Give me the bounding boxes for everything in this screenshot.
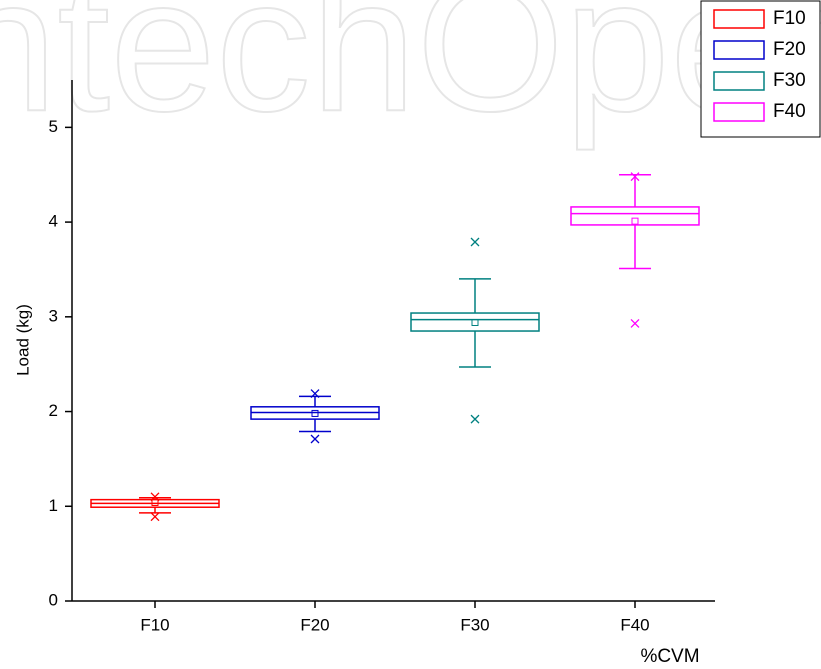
legend-swatch (713, 9, 765, 29)
outlier (470, 414, 480, 424)
outlier (630, 318, 640, 328)
legend-label: F40 (773, 101, 806, 122)
mean (151, 498, 159, 506)
legend-swatch (713, 102, 765, 122)
x-tick-label: F30 (460, 615, 489, 634)
box (570, 206, 700, 226)
legend-label: F20 (773, 39, 806, 60)
watermark: IntechOpen (0, 0, 821, 151)
outlier (150, 492, 160, 502)
outlier (470, 237, 480, 247)
legend-label: F30 (773, 70, 806, 91)
legend-swatch (713, 40, 765, 60)
mean (471, 319, 479, 327)
x-tick-label: F40 (620, 615, 649, 634)
x-tick-label: F10 (140, 615, 169, 634)
y-tick-label: 0 (49, 590, 58, 609)
y-tick-label: 3 (49, 306, 58, 325)
x-tick-label: F20 (300, 615, 329, 634)
outlier (630, 172, 640, 182)
y-tick-label: 4 (49, 212, 58, 231)
y-tick-label: 2 (49, 401, 58, 420)
legend-label: F10 (773, 8, 806, 29)
outlier (310, 434, 320, 444)
y-tick-label: 1 (49, 496, 58, 515)
outlier (150, 512, 160, 522)
legend-box (700, 0, 821, 138)
mean (311, 409, 319, 417)
mean (631, 217, 639, 225)
y-tick-label: 5 (49, 117, 58, 136)
box (410, 312, 540, 332)
outlier (310, 389, 320, 399)
x-axis-label: %CVM (640, 646, 699, 667)
legend-swatch (713, 71, 765, 91)
y-axis-label: Load (kg) (13, 304, 32, 376)
